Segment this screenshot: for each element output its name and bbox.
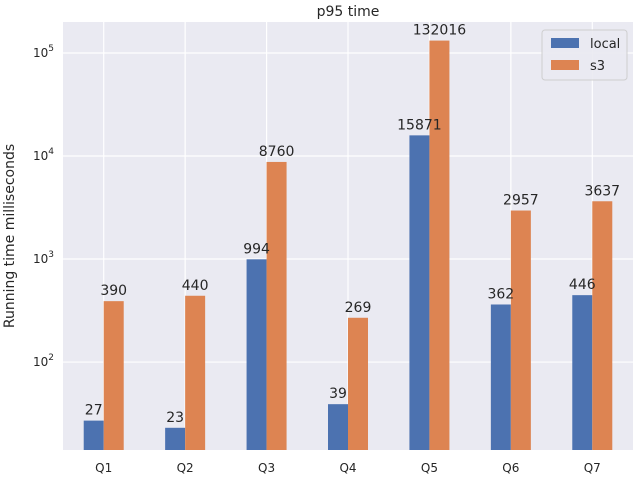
y-tick-base: 10 <box>33 46 48 60</box>
y-tick-exponent: 4 <box>48 147 54 157</box>
data-label: 8760 <box>259 144 295 160</box>
data-label: 132016 <box>413 23 467 39</box>
bar-local-q6 <box>490 304 511 450</box>
x-axis-ticks: Q1 Q2 Q3 Q4 Q5 Q6 Q7 <box>95 461 601 475</box>
data-label: 15871 <box>397 117 442 133</box>
y-tick-label: 104 <box>33 147 54 163</box>
data-label: 390 <box>100 283 127 299</box>
chart-title: p95 time <box>317 4 380 20</box>
bar-local-q1 <box>83 420 104 450</box>
bar-s3-q5 <box>429 40 450 451</box>
x-tick-label: Q2 <box>177 461 194 475</box>
bar-s3-q4 <box>348 317 368 450</box>
y-tick-label: 105 <box>33 44 54 60</box>
data-label: 3637 <box>584 183 620 199</box>
y-tick-exponent: 2 <box>48 353 54 363</box>
data-label: 27 <box>85 403 103 419</box>
bar-local-q4 <box>328 404 348 450</box>
data-label: 39 <box>329 386 347 402</box>
legend-swatch-s3 <box>551 60 579 70</box>
bar-local-q5 <box>409 135 430 451</box>
y-tick-label: 103 <box>33 250 54 266</box>
x-tick-label: Q7 <box>584 461 601 475</box>
legend-label-local: local <box>590 37 620 52</box>
x-tick-label: Q4 <box>339 461 356 475</box>
y-tick-label: 102 <box>33 353 54 369</box>
data-label: 440 <box>182 278 209 294</box>
data-label: 23 <box>166 410 184 426</box>
x-tick-label: Q5 <box>421 461 438 475</box>
x-tick-label: Q1 <box>95 461 112 475</box>
bar-s3-q6 <box>510 210 531 450</box>
y-tick-base: 10 <box>33 252 48 266</box>
data-label: 994 <box>243 241 270 257</box>
bar-local-q7 <box>572 295 593 450</box>
x-tick-label: Q3 <box>258 461 275 475</box>
bars <box>83 40 613 451</box>
bar-s3-q3 <box>266 161 287 450</box>
legend: local s3 <box>541 29 628 81</box>
data-label: 446 <box>569 277 596 293</box>
data-label: 2957 <box>503 193 539 209</box>
legend-swatch-local <box>551 38 579 48</box>
y-axis-label: Running time milliseconds <box>2 144 18 328</box>
bar-s3-q7 <box>592 201 613 450</box>
data-labels: 27 23 994 39 15871 362 446 390 440 8760 269 132016 2… <box>85 23 620 426</box>
y-tick-base: 10 <box>33 149 48 163</box>
bar-local-q2 <box>165 427 186 450</box>
data-label: 362 <box>487 286 514 302</box>
y-tick-exponent: 5 <box>48 44 54 54</box>
bar-s3-q2 <box>185 295 206 450</box>
y-tick-base: 10 <box>33 355 48 369</box>
y-tick-exponent: 3 <box>48 250 54 260</box>
bar-local-q3 <box>246 259 267 450</box>
bar-s3-q1 <box>103 301 124 450</box>
x-tick-label: Q6 <box>502 461 519 475</box>
data-label: 269 <box>345 300 372 316</box>
legend-label-s3: s3 <box>590 59 605 74</box>
